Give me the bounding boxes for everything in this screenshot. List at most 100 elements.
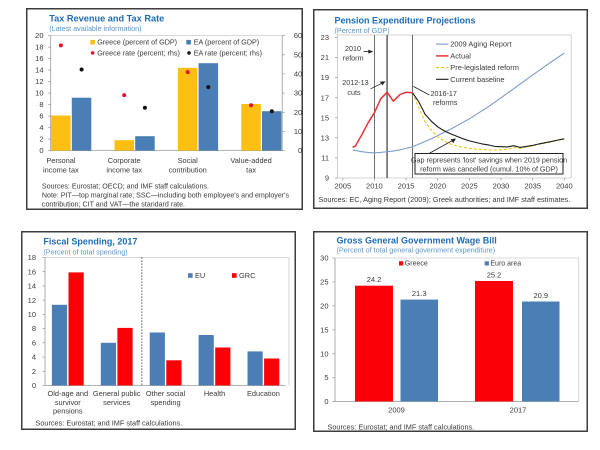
svg-text:8: 8 (32, 324, 36, 333)
svg-text:40: 40 (294, 70, 302, 79)
svg-text:2040: 2040 (556, 182, 573, 191)
svg-text:Greece rate (percent; rhs): Greece rate (percent; rhs) (97, 49, 180, 58)
svg-text:reforms: reforms (433, 98, 458, 107)
svg-text:14: 14 (35, 66, 43, 75)
svg-text:16: 16 (28, 267, 36, 276)
svg-text:Greece: Greece (405, 260, 428, 267)
svg-text:services: services (103, 398, 130, 407)
svg-text:21: 21 (321, 53, 329, 62)
svg-text:Corporate: Corporate (108, 156, 141, 165)
svg-text:Sources: Eurostat; OECD; and I: Sources: Eurostat; OECD; and IMF staff c… (42, 182, 209, 190)
svg-text:11: 11 (321, 154, 329, 163)
svg-text:reform: reform (343, 54, 364, 63)
svg-text:(Percent of GDP): (Percent of GDP) (335, 26, 390, 35)
svg-text:Gross General Government Wage: Gross General Government Wage Bill (337, 235, 497, 245)
svg-text:2035: 2035 (524, 182, 541, 191)
svg-text:(Latest available information): (Latest available information) (49, 24, 141, 33)
svg-text:Education: Education (247, 389, 280, 398)
svg-text:(Percent of total general gove: (Percent of total general government exp… (337, 245, 496, 254)
svg-text:24.2: 24.2 (367, 275, 382, 284)
svg-text:Euro area: Euro area (490, 260, 521, 267)
svg-text:14: 14 (28, 282, 36, 291)
svg-text:20: 20 (320, 301, 328, 310)
svg-text:23: 23 (321, 33, 329, 42)
svg-text:spending: spending (151, 398, 181, 407)
svg-text:21.3: 21.3 (412, 289, 427, 298)
svg-text:2020: 2020 (429, 182, 446, 191)
svg-text:2009 Aging Report: 2009 Aging Report (450, 40, 511, 49)
svg-text:16: 16 (35, 54, 43, 63)
svg-text:pensions: pensions (53, 407, 83, 416)
svg-text:2005: 2005 (334, 182, 351, 191)
svg-text:Actual: Actual (450, 52, 471, 61)
svg-text:18: 18 (35, 43, 43, 52)
svg-text:2030: 2030 (493, 182, 510, 191)
svg-text:Note: PIT—top marginal rate; S: Note: PIT—top marginal rate; SSC—includi… (42, 191, 290, 199)
svg-text:2025: 2025 (461, 182, 478, 191)
svg-text:Fiscal Spending, 2017: Fiscal Spending, 2017 (43, 236, 137, 246)
svg-text:4: 4 (39, 123, 43, 132)
svg-text:Health: Health (204, 389, 225, 398)
svg-text:10: 10 (320, 349, 328, 358)
svg-text:25: 25 (320, 278, 328, 287)
svg-text:0: 0 (32, 381, 36, 390)
svg-text:contribution; CIT and VAT—the: contribution; CIT and VAT—the standard r… (42, 200, 185, 208)
svg-text:2015: 2015 (398, 182, 415, 191)
svg-text:12: 12 (35, 77, 43, 86)
svg-text:Tax Revenue and Tax Rate: Tax Revenue and Tax Rate (49, 14, 164, 24)
svg-text:Value-added: Value-added (230, 156, 271, 165)
svg-text:2012-13: 2012-13 (342, 78, 368, 87)
svg-text:30: 30 (294, 89, 302, 98)
svg-text:6: 6 (39, 112, 43, 121)
svg-text:18: 18 (28, 253, 36, 262)
svg-text:8: 8 (39, 100, 43, 109)
svg-text:0: 0 (39, 146, 43, 155)
svg-text:Pre-legislated reform: Pre-legislated reform (450, 63, 519, 72)
svg-text:12: 12 (28, 296, 36, 305)
svg-text:reform was cancelled (cumul. 1: reform was cancelled (cumul. 10% of GDP) (420, 165, 558, 174)
svg-text:0: 0 (298, 146, 302, 155)
svg-text:5: 5 (324, 373, 328, 382)
svg-text:2010: 2010 (345, 44, 361, 53)
svg-text:income tax: income tax (106, 165, 142, 174)
svg-text:60: 60 (294, 31, 302, 40)
svg-text:19: 19 (321, 73, 329, 82)
svg-text:Old-age and: Old-age and (47, 389, 88, 398)
svg-text:10: 10 (35, 89, 43, 98)
svg-text:30: 30 (320, 254, 328, 263)
svg-text:Sources: Eurostat; and IMF sta: Sources: Eurostat; and IMF staff calcula… (36, 419, 183, 428)
svg-text:Pension Expenditure Projection: Pension Expenditure Projections (335, 16, 476, 26)
svg-text:2: 2 (39, 135, 43, 144)
svg-text:EA (percent of GDP): EA (percent of GDP) (194, 37, 260, 46)
svg-text:20.9: 20.9 (533, 291, 548, 300)
svg-text:25.2: 25.2 (487, 271, 502, 280)
svg-text:cuts: cuts (347, 88, 361, 97)
svg-text:0: 0 (324, 397, 328, 406)
svg-text:Other social: Other social (146, 389, 186, 398)
svg-text:15: 15 (320, 325, 328, 334)
svg-text:tax: tax (246, 165, 256, 174)
svg-text:EU: EU (195, 271, 205, 280)
svg-text:survivor: survivor (55, 398, 81, 407)
svg-text:General public: General public (93, 389, 141, 398)
svg-text:contribution: contribution (169, 165, 207, 174)
svg-text:(Percent of total spending): (Percent of total spending) (43, 247, 127, 256)
svg-text:13: 13 (321, 133, 329, 142)
svg-text:4: 4 (32, 353, 36, 362)
svg-text:20: 20 (35, 31, 43, 40)
svg-text:20: 20 (294, 108, 302, 117)
svg-text:Greece (percent of GDP): Greece (percent of GDP) (97, 37, 177, 46)
svg-text:17: 17 (321, 93, 329, 102)
svg-text:2: 2 (32, 367, 36, 376)
svg-text:2010: 2010 (366, 182, 383, 191)
svg-text:10: 10 (294, 127, 302, 136)
svg-text:9: 9 (325, 174, 329, 183)
svg-text:income tax: income tax (43, 165, 79, 174)
svg-text:GRC: GRC (239, 271, 256, 280)
svg-text:Sources: EC, Aging Report (200: Sources: EC, Aging Report (2009); Greek … (319, 195, 571, 204)
svg-text:10: 10 (28, 310, 36, 319)
svg-text:6: 6 (32, 338, 36, 347)
svg-text:2009: 2009 (388, 406, 405, 415)
svg-text:Gap represents 'lost' savings: Gap represents 'lost' savings when 2019 … (411, 156, 567, 165)
svg-text:Personal: Personal (46, 156, 76, 165)
